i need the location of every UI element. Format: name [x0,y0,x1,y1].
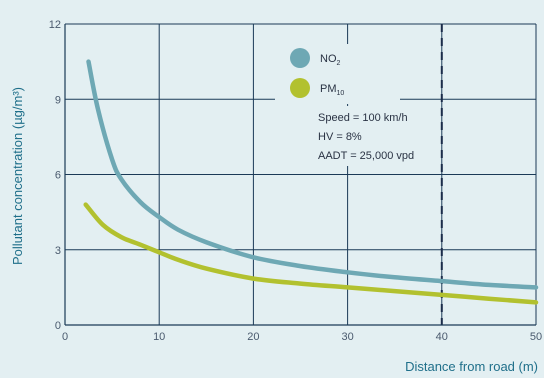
annotation-aadt: AADT = 25,000 vpd [318,150,414,162]
series-line-no2 [86,59,539,290]
x-axis-label: Distance from road (m) [405,359,538,374]
series-group [83,59,539,305]
legend-marker-pm10 [290,78,310,98]
y-tick-label-12: 12 [49,19,61,31]
legend-label-pm10-main: PM [320,83,337,95]
legend-label-pm10-subscript: 10 [337,90,345,97]
annotation-speed: Speed = 100 km/h [318,112,408,124]
x-tick-label-20: 20 [247,331,259,343]
legend-label-no2-main: NO [320,53,337,65]
x-tick-label-40: 40 [436,331,448,343]
chart-annotations: Speed = 100 km/h HV = 8% AADT = 25,000 v… [312,106,438,166]
legend-label-pm10: PM10 [320,83,344,97]
legend-label-no2-subscript: 2 [337,60,341,67]
y-tick-label-6: 6 [55,170,61,182]
x-tick-label-0: 0 [62,331,68,343]
y-tick-label-9: 9 [55,94,61,106]
tick-labels: 0 10 20 30 40 50 0 3 6 9 12 [49,19,542,343]
x-tick-label-10: 10 [153,331,165,343]
legend-marker-no2 [290,48,310,68]
y-tick-label-0: 0 [55,320,61,332]
annotation-hv: HV = 8% [318,131,362,143]
series-line-pm10 [83,202,539,305]
legend: NO2 PM10 [275,44,400,104]
y-tick-label-3: 3 [55,245,61,257]
x-tick-label-30: 30 [341,331,353,343]
y-axis-label: Pollutant concentration (µg/m³) [10,87,25,265]
annotation-background [312,106,438,166]
axes [64,24,536,326]
x-tick-label-50: 50 [530,331,542,343]
legend-label-no2: NO2 [320,53,341,67]
